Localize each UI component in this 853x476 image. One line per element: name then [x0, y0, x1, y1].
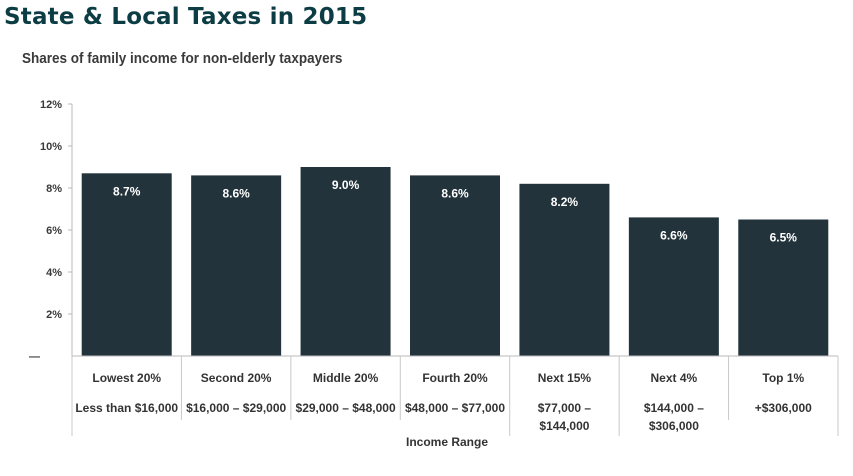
y-tick-label: 10%: [40, 141, 62, 153]
x-axis-title: Income Range: [406, 435, 488, 449]
y-tick-label: 12%: [40, 99, 62, 111]
income-range-label: $48,000 – $77,000: [405, 401, 505, 415]
bar: [410, 175, 500, 356]
category-label: Fourth 20%: [422, 371, 488, 385]
bar: [628, 217, 719, 356]
bar: [738, 219, 829, 356]
bar: [81, 173, 172, 356]
bar: [519, 183, 610, 356]
income-range-label: +$306,000: [755, 401, 812, 415]
bar-value-label: 8.6%: [222, 186, 250, 200]
bar-value-label: 8.7%: [113, 184, 141, 198]
income-range-label: $144,000 –: [644, 401, 704, 415]
income-range-label: $144,000: [539, 419, 589, 433]
chart-title: State & Local Taxes in 2015: [4, 4, 368, 30]
bar-value-label: 8.2%: [551, 195, 579, 209]
category-label: Second 20%: [201, 371, 272, 385]
bar: [191, 175, 282, 356]
bar-value-label: 9.0%: [332, 178, 360, 192]
bar-value-label: 6.5%: [770, 231, 798, 245]
income-range-label: $16,000 – $29,000: [186, 401, 286, 415]
income-range-label: $29,000 – $48,000: [296, 401, 396, 415]
y-tick-label: 6%: [46, 225, 62, 237]
category-label: Next 4%: [651, 371, 698, 385]
category-label: Lowest 20%: [92, 371, 161, 385]
income-range-label: $77,000 –: [538, 401, 592, 415]
income-range-label: $306,000: [649, 419, 699, 433]
chart-subtitle: Shares of family income for non-elderly …: [22, 50, 343, 67]
bar: [300, 167, 391, 356]
bar-value-label: 8.6%: [441, 186, 469, 200]
y-tick-label: 8%: [46, 183, 62, 195]
category-label: Next 15%: [538, 371, 592, 385]
income-range-label: Less than $16,000: [75, 401, 178, 415]
category-label: Top 1%: [762, 371, 804, 385]
category-label: Middle 20%: [313, 371, 379, 385]
y-tick-label: 2%: [46, 309, 62, 321]
y-tick-label: 4%: [46, 267, 62, 279]
y-tick-label: —: [29, 351, 40, 363]
bar-value-label: 6.6%: [660, 228, 688, 242]
